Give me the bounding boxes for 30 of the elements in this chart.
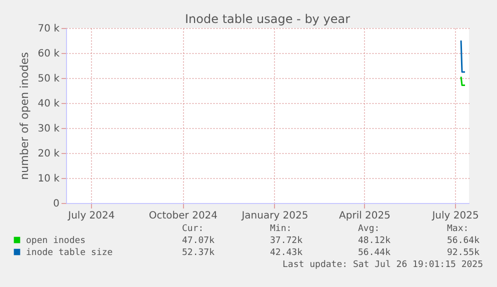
- text: 42.43k: [270, 248, 304, 258]
- text: 56.44k: [358, 248, 392, 258]
- y-tick-label: 10 k: [38, 174, 60, 184]
- y-tick-label: 50 k: [38, 74, 60, 84]
- text: Avg:: [358, 224, 380, 234]
- y-tick-label: 20 k: [38, 148, 60, 160]
- x-tick-label: October 2024: [148, 210, 218, 222]
- text: Cur:: [182, 224, 204, 234]
- chart-title: Inode table usage - by year: [185, 12, 350, 26]
- y-tick-label: 40 k: [38, 98, 60, 110]
- y-axis-title: number of open inodes: [18, 52, 31, 180]
- text: Last update: Sat Jul 26 19:01:15 2025: [282, 260, 483, 270]
- y-tick-label: 70 k: [38, 24, 60, 34]
- y-tick-label: 30 k: [38, 124, 60, 134]
- text: Max:: [447, 224, 469, 234]
- x-tick-label: July 2024: [67, 210, 115, 222]
- text: 56.64k: [447, 236, 480, 246]
- legend-label: inode table size: [26, 248, 113, 258]
- text: 47.07k: [182, 236, 216, 246]
- x-tick-label: April 2025: [339, 210, 390, 222]
- x-tick-label: January 2025: [240, 210, 308, 222]
- y-tick-label: 0: [53, 198, 60, 210]
- legend-label: open inodes: [26, 236, 86, 246]
- text: 52.37k: [182, 248, 216, 258]
- text: 37.72k: [270, 236, 304, 246]
- text: Min:: [270, 224, 292, 234]
- y-tick-label: 60 k: [38, 48, 60, 60]
- x-tick-label: July 2025: [431, 210, 479, 222]
- text: 48.12k: [358, 236, 392, 246]
- text: 92.55k: [447, 248, 480, 258]
